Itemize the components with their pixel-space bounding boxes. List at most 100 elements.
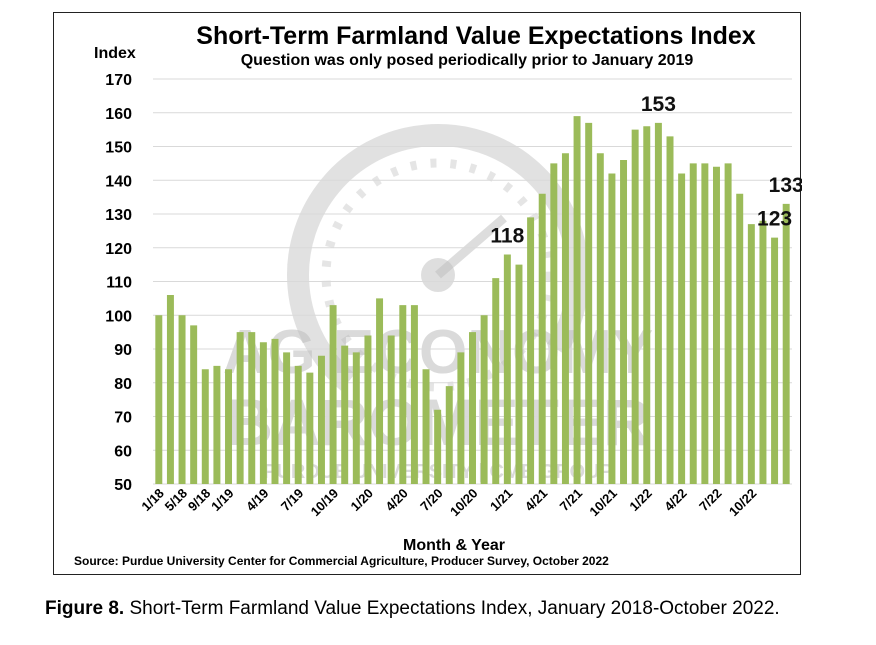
data-label: 153	[641, 93, 676, 116]
bar	[538, 193, 546, 484]
x-tick-label: 1/20	[348, 486, 377, 515]
bar	[654, 122, 662, 484]
bar	[492, 278, 500, 484]
bar	[422, 369, 430, 484]
y-tick-label: 50	[114, 477, 132, 494]
bar	[190, 325, 198, 484]
x-tick-label: 7/21	[557, 486, 586, 515]
bar	[527, 217, 535, 484]
x-tick-label: 4/19	[243, 486, 272, 515]
bar	[678, 173, 686, 484]
bar	[376, 298, 384, 484]
x-tick-label: 10/21	[586, 486, 620, 520]
x-tick-label: 7/19	[278, 486, 307, 515]
y-tick-label: 130	[105, 207, 132, 224]
bar	[445, 386, 453, 484]
bar	[387, 335, 395, 484]
bar	[271, 338, 279, 484]
chart-frame: AG ECONOMY BAROMETER PURDUE UNIVERSITY |…	[53, 12, 802, 575]
chart-subtitle: Question was only posed periodically pri…	[241, 52, 694, 69]
bar	[689, 163, 697, 484]
x-tick-label: 10/22	[726, 486, 760, 520]
bar	[550, 163, 558, 484]
y-tick-label: 100	[105, 308, 132, 325]
x-axis-ticks: 1/185/189/181/19 4/19 7/19 10/19 1/20 4/20 7/2…	[138, 486, 759, 520]
y-tick-label: 60	[114, 443, 132, 460]
bar	[631, 129, 639, 484]
y-tick-label: 140	[105, 173, 132, 190]
bar	[364, 335, 372, 484]
caption-text: Short-Term Farmland Value Expectations I…	[124, 598, 780, 619]
y-axis-label: Index	[94, 45, 136, 62]
bar	[399, 305, 407, 484]
x-tick-label: 9/18	[185, 486, 214, 515]
data-label: 123	[757, 208, 792, 231]
bar	[213, 365, 221, 484]
data-label: 118	[490, 225, 524, 248]
bar	[434, 409, 442, 484]
bar	[166, 295, 174, 484]
watermark-line-1: AG ECONOMY	[223, 318, 654, 387]
bar	[352, 352, 360, 484]
bar	[317, 355, 325, 484]
x-tick-label: 1/21	[487, 486, 516, 515]
x-tick-label: 10/19	[308, 486, 342, 520]
bar	[782, 203, 790, 484]
y-tick-label: 80	[114, 376, 132, 393]
bar	[515, 264, 523, 484]
bar	[480, 315, 488, 484]
bar	[712, 166, 720, 484]
bar	[585, 122, 593, 484]
bar	[771, 237, 779, 484]
x-tick-label: 7/20	[417, 486, 446, 515]
bar	[503, 254, 511, 484]
bar	[283, 352, 291, 484]
figure-caption: Figure 8. Short-Term Farmland Value Expe…	[45, 598, 865, 620]
bar	[596, 153, 604, 484]
x-tick-label: 7/22	[696, 486, 725, 515]
bar	[457, 352, 465, 484]
bar-chart: AG ECONOMY BAROMETER PURDUE UNIVERSITY |…	[74, 22, 802, 568]
x-tick-label: 10/20	[447, 486, 481, 520]
bar	[248, 332, 256, 484]
bar	[329, 305, 337, 484]
y-tick-label: 70	[114, 410, 132, 427]
x-tick-label: 4/22	[661, 486, 690, 515]
y-tick-label: 170	[105, 72, 132, 89]
annotations: 118 153 123 133	[490, 93, 802, 248]
y-axis-ticks: 50 60 70 80 90 100 110 120 130 140 150 160 170	[105, 72, 132, 494]
bar	[573, 116, 581, 484]
figure-label: Figure 8.	[45, 598, 125, 619]
bar	[620, 160, 628, 484]
x-tick-label: 4/21	[522, 486, 551, 515]
bars	[155, 116, 790, 484]
bar	[236, 332, 244, 484]
bar	[608, 173, 616, 484]
bar	[736, 193, 744, 484]
bar	[306, 372, 314, 484]
x-tick-label: 4/20	[382, 486, 411, 515]
bar	[225, 369, 233, 484]
bar	[561, 153, 569, 484]
y-tick-label: 150	[105, 140, 132, 157]
data-label: 133	[769, 174, 802, 197]
x-tick-label: 5/18	[162, 486, 191, 515]
bar	[643, 126, 651, 484]
bar	[155, 315, 163, 484]
y-tick-label: 110	[106, 275, 132, 292]
bar	[341, 345, 349, 484]
bar	[701, 163, 709, 484]
x-axis-label: Month & Year	[403, 537, 505, 554]
source-note: Source: Purdue University Center for Com…	[74, 554, 609, 568]
bar	[410, 305, 418, 484]
bar	[294, 365, 302, 484]
bar	[666, 136, 674, 484]
x-tick-label: 1/18	[138, 486, 167, 515]
bar	[747, 224, 755, 484]
y-tick-label: 120	[105, 241, 132, 258]
chart-title: Short-Term Farmland Value Expectations I…	[196, 22, 755, 50]
bar	[201, 369, 209, 484]
y-tick-label: 160	[105, 106, 132, 123]
bar	[259, 342, 267, 484]
bar	[469, 332, 476, 484]
